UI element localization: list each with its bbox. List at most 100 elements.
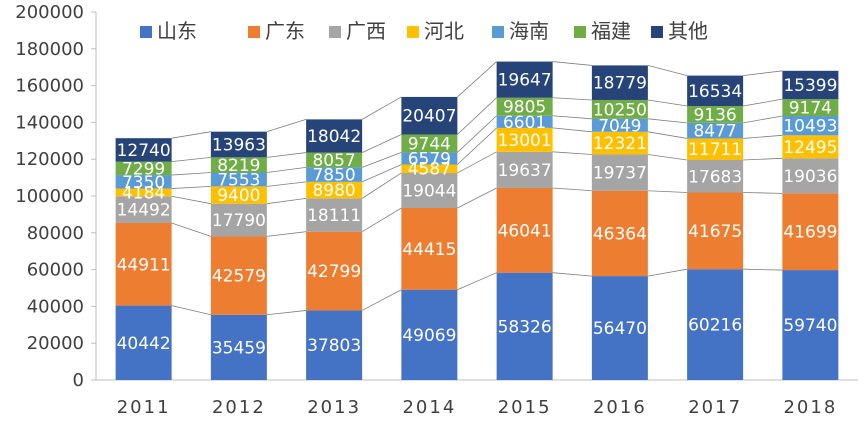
series-line [647, 118, 688, 124]
data-label: 42579 [212, 267, 266, 287]
legend-swatch [329, 26, 341, 38]
bar-segment [496, 61, 553, 98]
legend-label: 福建 [591, 19, 631, 43]
data-label: 42799 [307, 262, 361, 282]
data-label: 10493 [783, 117, 837, 137]
bar-segment [591, 65, 648, 100]
data-label: 19044 [402, 181, 456, 201]
bar-segment [401, 172, 458, 208]
series-line [266, 152, 307, 158]
data-label: 46041 [498, 221, 552, 241]
data-label: 7350 [122, 173, 165, 193]
bar-segment [306, 119, 363, 153]
series-line [743, 192, 783, 194]
data-label: 41699 [783, 223, 837, 243]
data-label: 15399 [783, 76, 837, 96]
data-label: 60216 [688, 316, 742, 336]
data-label: 44911 [117, 255, 171, 275]
series-line [552, 127, 592, 133]
bar-segment [782, 135, 839, 159]
data-label: 19737 [593, 164, 647, 184]
data-label: 9136 [693, 105, 736, 125]
data-label: 7553 [217, 170, 260, 190]
y-tick-label: 100000 [15, 186, 84, 207]
y-tick-label: 0 [73, 370, 84, 391]
bar-segment [496, 127, 553, 152]
data-label: 13001 [498, 131, 552, 151]
series-line [457, 187, 497, 209]
y-tick-label: 80000 [27, 223, 84, 244]
data-label: 18779 [593, 74, 647, 94]
data-label: 12495 [783, 138, 837, 158]
series-line [171, 195, 211, 205]
legend-label: 山东 [157, 19, 197, 43]
bars [115, 61, 839, 380]
series-line [266, 231, 307, 237]
bar-segment [210, 186, 267, 204]
bar-segment [591, 276, 648, 380]
bar-segment [591, 190, 648, 277]
y-tick-label: 20000 [27, 333, 84, 354]
bar-segment [591, 118, 648, 132]
bar-segment [687, 122, 744, 139]
x-tick-label: 2018 [783, 397, 837, 418]
series-line [647, 65, 688, 76]
legend-label: 广西 [346, 19, 386, 43]
data-label: 44415 [402, 240, 456, 260]
data-label: 13963 [212, 136, 266, 156]
bar-segment [306, 198, 363, 232]
series-line [266, 181, 307, 187]
series-line [647, 154, 688, 161]
data-label: 17683 [688, 167, 742, 187]
data-label: 8980 [312, 181, 355, 201]
legend-swatch [140, 26, 152, 38]
x-tick-label: 2011 [117, 397, 171, 418]
bar-segment [210, 314, 267, 380]
data-label: 6601 [503, 113, 546, 133]
data-label: 9805 [503, 98, 546, 118]
bar-segment [306, 167, 363, 182]
axes: 0 20000 40000 60000 80000 100000 120000 140000 1… [15, 2, 858, 418]
data-label: 9174 [789, 99, 832, 119]
bar-segment [782, 99, 839, 117]
bar-segment [306, 152, 363, 168]
bar-segment [496, 115, 553, 128]
bar-segment [306, 231, 363, 311]
series-line [266, 197, 307, 205]
y-tick-label: 120000 [15, 149, 84, 170]
series-line [266, 310, 307, 316]
y-tick-label: 160000 [15, 76, 84, 97]
data-label: 19036 [783, 167, 837, 187]
data-label: 37803 [307, 336, 361, 356]
data-label: 58326 [498, 317, 552, 337]
data-label: 9400 [217, 186, 260, 206]
data-label: 8477 [693, 122, 736, 142]
data-label: 9744 [408, 134, 451, 154]
series-line [361, 134, 402, 153]
series-line [457, 97, 497, 135]
data-label: 12321 [593, 134, 647, 154]
series-line [361, 172, 402, 199]
bar-segment [401, 207, 458, 290]
series-line [171, 131, 211, 139]
series-line [743, 115, 783, 124]
bar-segment [210, 172, 267, 187]
series-line [457, 151, 497, 174]
bar-segment [401, 164, 458, 173]
data-label: 10250 [593, 100, 647, 120]
y-tick-label: 180000 [15, 39, 84, 60]
data-label: 7049 [598, 116, 641, 136]
series-line [457, 115, 497, 153]
bar-segment [115, 305, 172, 380]
data-label: 17790 [212, 211, 266, 231]
series-line [171, 222, 212, 237]
series-line [361, 207, 402, 233]
bar-segment [306, 310, 363, 380]
series-line [361, 96, 402, 120]
series-line [171, 305, 211, 316]
legend: 山东 广东 广西 河北 海南 福建 其他 [140, 19, 708, 43]
y-tick-label: 200000 [15, 2, 84, 23]
x-tick-label: 2017 [688, 397, 742, 418]
y-tick-label: 140000 [15, 112, 84, 133]
